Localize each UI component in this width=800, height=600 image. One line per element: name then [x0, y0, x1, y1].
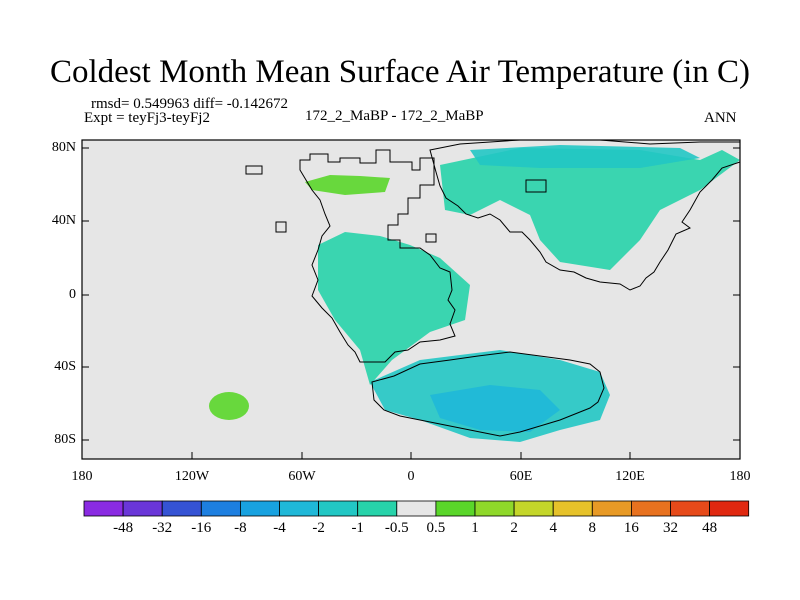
- colorbar-swatch: [200, 500, 241, 517]
- y-tick-label: 40N: [51, 213, 76, 228]
- colorbar-swatches: [83, 500, 750, 517]
- x-tick-label: 180: [71, 469, 93, 484]
- island-outline-1: [525, 179, 547, 193]
- colorbar-swatch: [631, 500, 671, 517]
- colorbar-tick-label: 32: [663, 520, 678, 536]
- colorbar-tick-label: -32: [152, 520, 173, 536]
- x-tick-label: 0: [407, 469, 415, 484]
- island-outline-2: [245, 165, 263, 175]
- southern-deep-anomaly: [430, 385, 560, 432]
- x-tick-label: 120W: [174, 469, 210, 484]
- colorbar-swatch: [318, 500, 359, 517]
- season-label: ANN: [704, 110, 737, 126]
- colorbar-tick-label: 2: [510, 520, 518, 536]
- island-outline-4: [425, 233, 437, 243]
- map-title: Coldest Month Mean Surface Air Temperatu…: [50, 54, 750, 90]
- equatorial-anomaly-field: [318, 232, 470, 385]
- colorbar-tick-label: -2: [312, 520, 325, 536]
- colorbar-swatch: [122, 500, 163, 517]
- colorbar-swatch: [474, 500, 515, 517]
- colorbar-swatch: [357, 500, 398, 517]
- arctic-anomaly-strip: [470, 145, 700, 168]
- colorbar-swatch: [239, 500, 280, 517]
- island-outline-3: [275, 221, 287, 233]
- colorbar-tick-label: -0.5: [384, 520, 409, 536]
- south-pacific-patch: [209, 392, 249, 420]
- colorbar-tick-label: 16: [623, 520, 639, 536]
- y-tick-label: 80N: [51, 140, 76, 155]
- colorbar-tick-label: 0.5: [426, 520, 446, 536]
- colorbar-tick-label: -1: [351, 520, 364, 536]
- experiment-label: Expt = teyFj3-teyFj2: [84, 110, 210, 126]
- axis-ticks: [81, 147, 741, 459]
- north-atlantic-patch: [305, 175, 390, 195]
- colorbar-tick-label: 8: [588, 520, 597, 536]
- x-tick-label: 60W: [288, 469, 316, 484]
- coastline-west: [299, 149, 456, 363]
- colorbar-swatch: [591, 500, 632, 517]
- colorbar-tick-label: -8: [234, 520, 247, 536]
- colorbar-tick-label: -16: [191, 520, 212, 536]
- colorbar-swatch: [670, 500, 710, 517]
- anomaly-fields: [209, 145, 740, 442]
- rmsd-diff-stats: rmsd= 0.549963 diff= -0.142672: [91, 96, 289, 112]
- colorbar-swatch: [279, 500, 319, 517]
- colorbar-tick-label: 1: [471, 520, 479, 536]
- y-tick-label: 0: [69, 287, 76, 302]
- northern-anomaly-field: [440, 148, 740, 270]
- colorbar-swatch: [83, 500, 124, 517]
- colorbar-swatch: [396, 500, 437, 517]
- x-tick-label: 180: [729, 469, 751, 484]
- colorbar-tick-label: 4: [549, 520, 557, 536]
- colorbar-swatch: [552, 500, 593, 517]
- experiment-names: 172_2_MaBP - 172_2_MaBP: [305, 108, 484, 124]
- colorbar-swatch: [513, 500, 554, 517]
- colorbar-tick-label: -4: [273, 520, 286, 536]
- coastline-south: [371, 351, 605, 437]
- x-tick-label: 120E: [615, 469, 645, 484]
- colorbar-swatch: [161, 500, 202, 517]
- colorbar-swatch: [435, 500, 476, 517]
- y-tick-label: 80S: [54, 432, 76, 447]
- x-tick-label: 60E: [509, 469, 533, 484]
- colorbar-tick-label: 48: [702, 520, 718, 536]
- colorbar-tick-label: -48: [113, 520, 134, 536]
- colorbar-swatch: [709, 500, 750, 517]
- y-tick-label: 40S: [54, 359, 76, 374]
